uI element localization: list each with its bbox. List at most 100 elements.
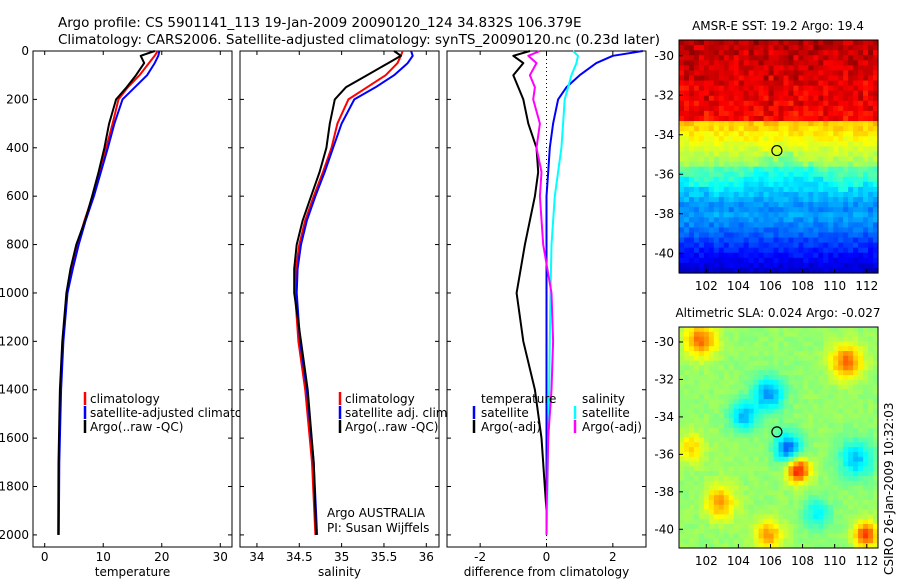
heatmap-cell bbox=[718, 85, 725, 92]
heatmap-cell bbox=[803, 538, 809, 544]
heatmap-cell bbox=[728, 331, 735, 338]
heatmap-cell bbox=[728, 80, 735, 87]
heatmap-cell bbox=[873, 379, 879, 386]
heatmap-cell bbox=[783, 222, 790, 229]
heatmap-cell bbox=[783, 370, 790, 376]
heatmap-cell bbox=[773, 191, 780, 198]
heatmap-cell bbox=[688, 389, 695, 395]
heatmap-cell bbox=[828, 217, 834, 223]
heatmap-cell bbox=[763, 60, 770, 66]
heatmap-cell bbox=[858, 75, 864, 82]
heatmap-cell bbox=[798, 408, 804, 415]
heatmap-cell bbox=[723, 519, 730, 525]
heatmap-cell bbox=[808, 538, 814, 544]
heatmap-cell bbox=[743, 437, 750, 443]
heatmap-cell bbox=[758, 232, 765, 239]
heatmap-cell bbox=[713, 212, 720, 218]
heatmap-cell bbox=[713, 136, 720, 142]
heatmap-cell bbox=[823, 519, 829, 525]
heatmap-cell bbox=[763, 432, 770, 439]
heatmap-cell bbox=[838, 252, 844, 259]
heatmap-cell bbox=[853, 432, 859, 439]
heatmap-cell bbox=[683, 355, 690, 362]
heatmap-cell bbox=[683, 181, 690, 188]
heatmap-cell bbox=[833, 227, 839, 234]
heatmap-cell bbox=[823, 136, 829, 142]
heatmap-cell bbox=[758, 115, 765, 122]
annotation-agency: Argo AUSTRALIA bbox=[327, 506, 426, 520]
heatmap-cell bbox=[693, 447, 700, 453]
heatmap-cell bbox=[808, 456, 814, 463]
heatmap-cell bbox=[853, 355, 859, 362]
heatmap-cell bbox=[718, 181, 725, 188]
heatmap-cell bbox=[803, 131, 809, 137]
heatmap-cell bbox=[688, 121, 695, 127]
heatmap-cell bbox=[748, 80, 755, 87]
heatmap-cell bbox=[703, 514, 710, 520]
heatmap-cell bbox=[768, 65, 775, 71]
heatmap-cell bbox=[679, 394, 685, 400]
heatmap-cell bbox=[733, 442, 740, 448]
heatmap-cell bbox=[718, 509, 725, 515]
heatmap-cell bbox=[698, 399, 705, 405]
heatmap-cell bbox=[793, 202, 799, 208]
heatmap-cell bbox=[713, 141, 720, 147]
heatmap-cell bbox=[718, 418, 725, 424]
heatmap-cell bbox=[728, 466, 735, 472]
heatmap-cell bbox=[783, 161, 790, 168]
heatmap-cell bbox=[688, 242, 695, 249]
heatmap-cell bbox=[738, 423, 745, 429]
heatmap-cell bbox=[708, 237, 715, 244]
heatmap-cell bbox=[723, 136, 730, 142]
heatmap-cell bbox=[693, 207, 700, 213]
heatmap-cell bbox=[708, 247, 715, 254]
heatmap-cell bbox=[848, 461, 854, 467]
heatmap-cell bbox=[783, 212, 790, 218]
heatmap-cell bbox=[718, 136, 725, 142]
heatmap-cell bbox=[693, 90, 700, 97]
heatmap-cell bbox=[848, 360, 854, 367]
heatmap-cell bbox=[798, 485, 804, 491]
heatmap-cell bbox=[763, 351, 770, 357]
heatmap-cell bbox=[803, 523, 809, 530]
heatmap-cell bbox=[748, 126, 755, 132]
heatmap-cell bbox=[803, 389, 809, 395]
heatmap-cell bbox=[718, 65, 725, 71]
heatmap-cell bbox=[693, 222, 700, 229]
heatmap-cell bbox=[763, 394, 770, 400]
heatmap-cell bbox=[773, 166, 780, 173]
heatmap-cell bbox=[813, 90, 819, 97]
heatmap-cell bbox=[688, 432, 695, 439]
heatmap-cell bbox=[743, 141, 750, 147]
heatmap-cell bbox=[813, 217, 819, 223]
heatmap-cell bbox=[723, 490, 730, 496]
heatmap-cell bbox=[868, 247, 874, 254]
heatmap-cell bbox=[783, 252, 790, 259]
heatmap-cell bbox=[698, 413, 705, 419]
heatmap-cell bbox=[788, 327, 795, 333]
heatmap-cell bbox=[838, 427, 844, 434]
heatmap-cell bbox=[773, 70, 780, 77]
heatmap-cell bbox=[693, 176, 700, 183]
heatmap-cell bbox=[828, 336, 834, 343]
heatmap-cell bbox=[808, 70, 814, 77]
heatmap-cell bbox=[708, 146, 715, 153]
heatmap-cell bbox=[693, 85, 700, 92]
heatmap-cell bbox=[758, 336, 765, 343]
heatmap-cell bbox=[713, 75, 720, 82]
heatmap-cell bbox=[723, 394, 730, 400]
heatmap-cell bbox=[863, 90, 869, 97]
heatmap-cell bbox=[703, 523, 710, 530]
heatmap-cell bbox=[798, 267, 804, 274]
heatmap-cell bbox=[828, 247, 834, 254]
heatmap-cell bbox=[818, 126, 824, 132]
heatmap-cell bbox=[798, 171, 804, 178]
heatmap-cell bbox=[728, 202, 735, 208]
heatmap-cells bbox=[679, 327, 879, 549]
heatmap-cell bbox=[823, 60, 829, 66]
heatmap-cell bbox=[813, 70, 819, 77]
heatmap-cell bbox=[833, 360, 839, 367]
heatmap-cell bbox=[868, 115, 874, 122]
heatmap-cell bbox=[713, 504, 720, 511]
heatmap-cell bbox=[828, 360, 834, 367]
